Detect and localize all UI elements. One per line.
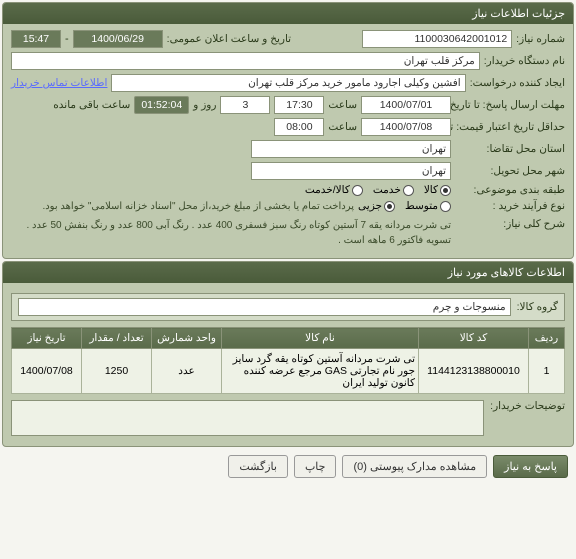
panel1-body: شماره نیاز: 1100030642001012 تاریخ و ساع…	[3, 24, 573, 258]
cell-unit: عدد	[152, 349, 222, 394]
docs-button[interactable]: مشاهده مدارک پیوستی (0)	[342, 455, 487, 478]
delivery-city-label: شهر محل تحویل:	[455, 165, 565, 177]
radio-circle-icon	[403, 185, 414, 196]
goods-table: ردیف کد کالا نام کالا واحد شمارش تعداد /…	[11, 327, 565, 394]
need-details-panel: جزئیات اطلاعات نیاز شماره نیاز: 11000306…	[2, 2, 574, 259]
radio-service[interactable]: خدمت	[373, 184, 414, 196]
cell-name: تی شرت مردانه آستین کوتاه یقه گرد سایز ج…	[222, 349, 419, 394]
buyer-notes-section: توضیحات خریدار:	[11, 400, 565, 436]
creator-label: ایجاد کننده درخواست:	[470, 77, 565, 89]
deadline-date-field: 1400/07/01	[361, 96, 451, 114]
remain-label: ساعت باقی مانده	[53, 99, 130, 111]
panel2-body: گروه کالا: منسوجات و چرم ردیف کد کالا نا…	[3, 283, 573, 446]
validity-label: حداقل تاریخ اعتبار قیمت: تا تاریخ:	[455, 121, 565, 133]
need-no-label: شماره نیاز:	[516, 33, 565, 45]
ann-label: تاریخ و ساعت اعلان عمومی:	[167, 33, 291, 45]
deadline-hour-field: 17:30	[274, 96, 324, 114]
col-code: کد کالا	[419, 328, 529, 349]
cell-code: 1144123138800010	[419, 349, 529, 394]
creator-field: افشین وکیلی اجارود مامور خرید مرکز قلب ت…	[111, 74, 465, 92]
radio-circle-icon	[352, 185, 363, 196]
radio-minor[interactable]: جزیی	[358, 200, 395, 212]
ann-time-field: 15:47	[11, 30, 61, 48]
panel1-title: جزئیات اطلاعات نیاز	[3, 3, 573, 24]
day-label: روز و	[193, 99, 216, 111]
desc-label: شرح کلی نیاز:	[455, 218, 565, 230]
col-row: ردیف	[529, 328, 565, 349]
radio-circle-icon	[440, 185, 451, 196]
cell-row: 1	[529, 349, 565, 394]
remain-time-badge: 01:52:04	[134, 96, 189, 114]
col-qty: تعداد / مقدار	[82, 328, 152, 349]
buyer-notes-box	[11, 400, 484, 436]
validity-date-field: 1400/07/08	[361, 118, 451, 136]
print-button[interactable]: چاپ	[294, 455, 337, 478]
process-note: پرداخت تمام یا بخشی از مبلغ خرید،از محل …	[42, 201, 354, 212]
process-radio-group: متوسط جزیی	[358, 200, 451, 212]
goods-info-panel: اطلاعات کالاهای مورد نیاز گروه کالا: منس…	[2, 261, 574, 447]
radio-both[interactable]: کالا/خدمت	[305, 184, 363, 196]
buyer-label: نام دستگاه خریدار:	[484, 55, 565, 67]
category-radio-group: کالا خدمت کالا/خدمت	[305, 184, 451, 196]
radio-goods[interactable]: کالا	[424, 184, 451, 196]
cell-qty: 1250	[82, 349, 152, 394]
group-label: گروه کالا:	[517, 301, 558, 313]
contact-link[interactable]: اطلاعات تماس خریدار	[11, 77, 107, 89]
deadline-label: مهلت ارسال پاسخ: تا تاریخ:	[455, 99, 565, 111]
cell-date: 1400/07/08	[12, 349, 82, 394]
col-unit: واحد شمارش	[152, 328, 222, 349]
description-text: تی شرت مردانه یقه 7 آستین کوتاه رنگ سبز …	[11, 218, 451, 248]
panel2-title: اطلاعات کالاهای مورد نیاز	[3, 262, 573, 283]
group-row: گروه کالا: منسوجات و چرم	[11, 293, 565, 321]
back-button[interactable]: بازگشت	[228, 455, 288, 478]
col-date: تاریخ نیاز	[12, 328, 82, 349]
req-prov-field: تهران	[251, 140, 451, 158]
col-name: نام کالا	[222, 328, 419, 349]
table-row: 1 1144123138800010 تی شرت مردانه آستین ک…	[12, 349, 565, 394]
delivery-city-field: تهران	[251, 162, 451, 180]
radio-circle-icon	[440, 201, 451, 212]
group-field: منسوجات و چرم	[18, 298, 511, 316]
ann-date-field: 1400/06/29	[73, 30, 163, 48]
process-label: نوع فرآیند خرید :	[455, 200, 565, 212]
cat-label: طبقه بندی موضوعی:	[455, 184, 565, 196]
radio-circle-icon	[384, 201, 395, 212]
footer-bar: پاسخ به نیاز مشاهده مدارک پیوستی (0) چاپ…	[0, 449, 576, 480]
validity-hour-field: 08:00	[274, 118, 324, 136]
req-prov-label: استان محل تقاضا:	[455, 143, 565, 155]
radio-medium[interactable]: متوسط	[405, 200, 451, 212]
need-no-field: 1100030642001012	[362, 30, 512, 48]
days-field: 3	[220, 96, 270, 114]
deadline-hour-label: ساعت	[328, 99, 357, 111]
reply-button[interactable]: پاسخ به نیاز	[493, 455, 568, 478]
buyer-notes-label: توضیحات خریدار:	[490, 400, 565, 412]
buyer-field: مرکز قلب تهران	[11, 52, 480, 70]
validity-hour-label: ساعت	[328, 121, 357, 133]
